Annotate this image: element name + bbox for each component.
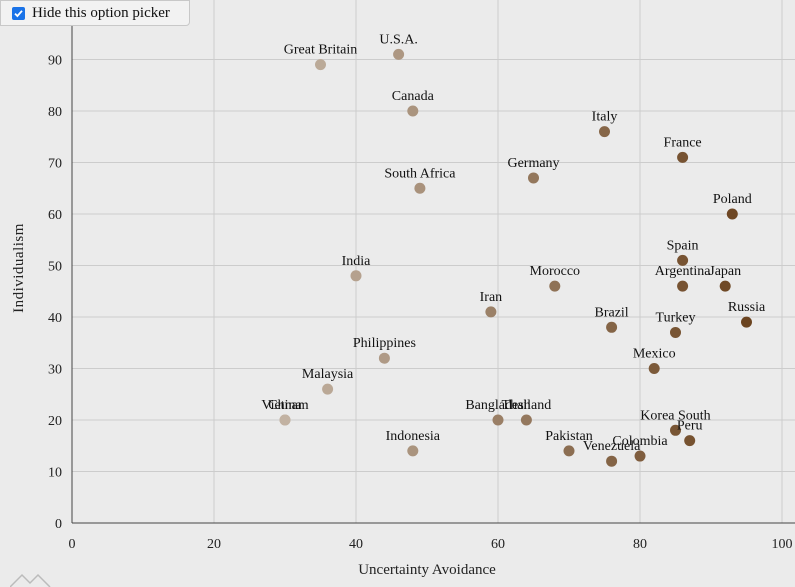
data-point[interactable] [378, 352, 390, 364]
y-tick-label: 50 [48, 260, 62, 275]
data-label: Mexico [633, 347, 676, 362]
y-tick-label: 20 [48, 414, 62, 429]
data-label: Peru [677, 419, 703, 434]
data-label: Pakistan [545, 429, 592, 444]
data-label: Turkey [656, 310, 696, 325]
data-label: Colombia [612, 434, 668, 449]
data-point[interactable] [407, 445, 419, 457]
data-label: Great Britain [284, 43, 357, 58]
data-label: Argentina [655, 264, 712, 279]
data-label: Poland [713, 192, 752, 207]
data-label: Spain [667, 238, 699, 253]
y-tick-label: 0 [55, 517, 62, 532]
data-point[interactable] [648, 363, 660, 374]
data-point[interactable] [549, 280, 561, 292]
grid-lines [72, 0, 795, 523]
data-point[interactable] [279, 414, 291, 426]
data-label: U.S.A. [379, 32, 418, 47]
data-label: Venezuela [583, 439, 641, 454]
mountain-logo-icon [10, 573, 51, 587]
data-points [279, 48, 752, 467]
data-label: Thailand [502, 398, 552, 413]
data-point[interactable] [670, 424, 681, 436]
data-point[interactable] [726, 208, 738, 220]
data-label: Brazil [594, 305, 628, 320]
x-tick-label: 60 [491, 537, 505, 552]
y-tick-label: 70 [48, 157, 62, 172]
data-point[interactable] [677, 280, 689, 292]
tick-labels: 0 20 40 60 80 100 0 10 20 30 40 50 60 70 80 90 [48, 54, 793, 553]
data-point[interactable] [677, 254, 689, 266]
data-label: Indonesia [386, 429, 441, 444]
option-picker[interactable]: Hide this option picker [0, 0, 190, 26]
y-tick-label: 80 [48, 105, 62, 120]
data-point[interactable] [528, 172, 539, 184]
x-tick-label: 80 [633, 537, 647, 552]
x-tick-label: 100 [772, 537, 793, 552]
data-point[interactable] [741, 316, 752, 328]
option-picker-label: Hide this option picker [32, 4, 170, 21]
data-point[interactable] [414, 182, 426, 194]
data-label: Malaysia [302, 367, 354, 382]
data-label: Italy [592, 110, 618, 125]
data-point[interactable] [350, 270, 362, 282]
data-label: Bangladesh [465, 398, 530, 413]
point-labels: Great Britain U.S.A. Canada Italy France Germ… [261, 32, 766, 454]
data-label: Philippines [353, 336, 416, 351]
y-tick-label: 60 [48, 208, 62, 223]
data-point[interactable] [563, 445, 575, 457]
data-label: Russia [728, 300, 766, 315]
data-label: France [664, 135, 702, 150]
axes [71, 0, 795, 524]
data-label: Iran [480, 290, 503, 305]
x-tick-label: 0 [69, 537, 76, 552]
data-label: South Africa [384, 166, 456, 181]
data-point[interactable] [315, 59, 326, 71]
data-label: Korea South [640, 408, 710, 423]
y-tick-label: 30 [48, 363, 62, 378]
data-label: Morocco [530, 264, 581, 279]
y-tick-label: 40 [48, 311, 62, 326]
data-label: India [342, 254, 372, 269]
data-point[interactable] [719, 280, 731, 292]
data-label: China [268, 398, 302, 413]
y-axis-label: Individualism [11, 223, 27, 313]
data-point[interactable] [520, 414, 532, 426]
data-point[interactable] [677, 151, 689, 163]
x-tick-label: 20 [207, 537, 221, 552]
data-point[interactable] [606, 321, 618, 333]
data-label: Germany [507, 156, 559, 171]
data-point[interactable] [684, 435, 696, 447]
data-point[interactable] [599, 126, 610, 138]
data-point[interactable] [634, 450, 646, 462]
data-point[interactable] [407, 105, 419, 117]
data-point[interactable] [485, 306, 497, 318]
data-label: Canada [392, 89, 435, 104]
data-point[interactable] [393, 48, 405, 60]
x-axis-label: Uncertainty Avoidance [358, 562, 496, 578]
data-point[interactable] [670, 326, 681, 338]
y-tick-label: 10 [48, 466, 62, 481]
option-picker-checkbox[interactable] [12, 6, 25, 20]
y-tick-label: 90 [48, 54, 62, 69]
data-point[interactable] [606, 455, 618, 467]
x-tick-label: 40 [349, 537, 363, 552]
data-point[interactable] [492, 414, 504, 426]
data-label: Japan [709, 264, 741, 279]
data-label: Vietnam [261, 398, 308, 413]
data-point[interactable] [322, 383, 334, 395]
